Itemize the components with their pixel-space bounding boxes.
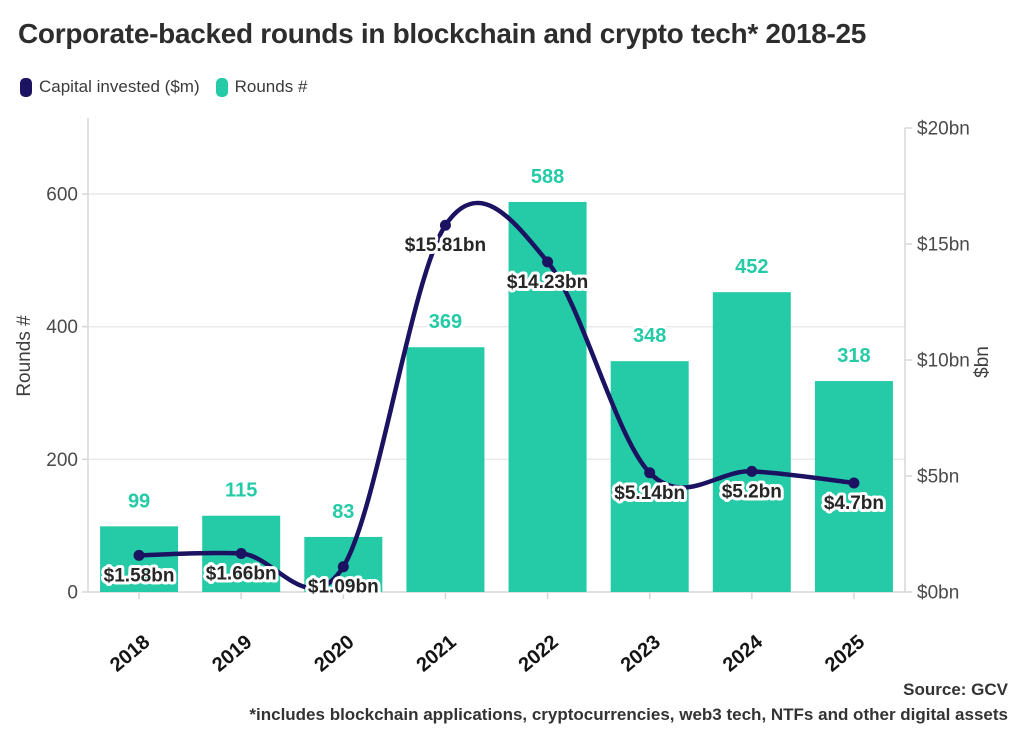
legend-swatch-icon [215, 77, 228, 97]
line-point-marker [848, 477, 860, 489]
line-point-marker [133, 549, 145, 561]
line-value-label: $1.66bn [206, 563, 277, 584]
right-axis-tick-label: $10bn [917, 351, 970, 372]
line-point-marker [542, 256, 554, 268]
line-value-label: $15.81bn [405, 235, 486, 256]
right-axis-tick-label: $15bn [917, 235, 970, 256]
legend-label: Rounds # [234, 77, 308, 96]
line-value-label: $14.23bn [507, 272, 588, 293]
capital-invested-line [136, 200, 857, 591]
x-axis-tick-label: 2024 [719, 630, 768, 676]
left-axis-tick-label: 0 [67, 583, 78, 604]
line-value-label: $1.09bn [308, 577, 379, 598]
bar-value-label: 318 [837, 345, 870, 367]
right-axis-tick-label: $20bn [917, 119, 970, 140]
right-axis-title: $bn [972, 346, 993, 378]
source-credit: Source: GCV [903, 680, 1008, 699]
rounds-bar [406, 347, 485, 592]
x-axis-tick-label: 2018 [106, 631, 154, 676]
line-value-label: $4.7bn [824, 493, 884, 514]
bar-value-label: 452 [735, 256, 768, 278]
x-axis-tick-label: 2019 [208, 631, 256, 676]
bar-value-label: 99 [128, 490, 150, 512]
bar-value-label: 115 [225, 480, 257, 502]
right-axis-tick-label: $0bn [917, 583, 959, 604]
x-axis-tick-label: 2023 [617, 631, 665, 676]
legend-item-capital-invested: Capital invested ($m) [20, 77, 200, 97]
footnote: *includes blockchain applications, crypt… [249, 705, 1008, 724]
bar-value-label: 83 [332, 501, 354, 523]
line-value-label: $5.14bn [614, 483, 685, 504]
line-point-marker [746, 465, 758, 477]
bar-value-label: 348 [633, 325, 666, 347]
chart-title: Corporate-backed rounds in blockchain an… [18, 18, 867, 49]
right-axis-tick-label: $5bn [917, 467, 959, 488]
chart-footer: Source: GCV *includes blockchain applica… [249, 677, 1008, 727]
line-point-marker [439, 219, 451, 231]
rounds-bar [712, 292, 791, 592]
x-axis-tick-label: 2020 [310, 631, 358, 676]
line-point-marker [644, 467, 656, 479]
legend-item-rounds: Rounds # [215, 77, 308, 97]
x-axis-tick-label: 2021 [412, 631, 460, 676]
legend-label: Capital invested ($m) [39, 77, 200, 96]
line-point-marker [235, 547, 247, 559]
line-point-marker [337, 561, 349, 573]
bar-value-label: 588 [531, 166, 564, 188]
legend-swatch-icon [20, 77, 32, 97]
left-axis-tick-label: 400 [46, 317, 78, 338]
left-axis-title: Rounds # [14, 315, 35, 397]
left-axis-tick-label: 600 [46, 185, 78, 206]
legend: Capital invested ($m) Rounds # [20, 77, 307, 97]
x-axis-tick-label: 2025 [821, 631, 869, 676]
x-axis-tick-label: 2022 [515, 631, 563, 676]
line-value-label: $5.2bn [722, 481, 782, 502]
bar-value-label: 369 [429, 311, 462, 333]
left-axis-tick-label: 200 [46, 450, 78, 471]
line-value-label: $1.58bn [104, 565, 175, 586]
